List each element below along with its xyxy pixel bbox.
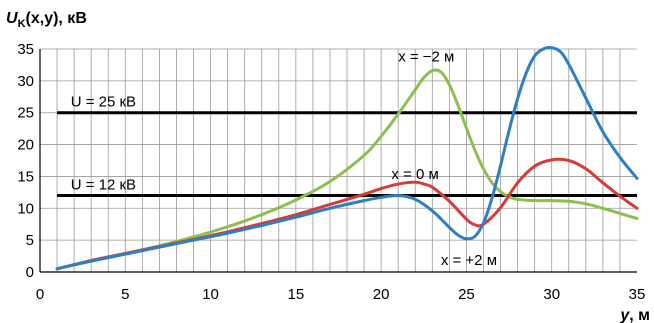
axes bbox=[39, 49, 637, 273]
reference-line-label: U = 12 кВ bbox=[71, 177, 136, 194]
x-tick-label: 5 bbox=[121, 286, 129, 303]
y-tick-label: 15 bbox=[17, 168, 34, 185]
series-label: x = +2 м bbox=[441, 252, 497, 269]
reference-line-label: U = 25 кВ bbox=[71, 94, 136, 111]
series-label: x = 0 м bbox=[391, 166, 438, 183]
y-tick-label: 10 bbox=[17, 200, 34, 217]
x-tick-label: 25 bbox=[458, 286, 475, 303]
series-lines bbox=[55, 46, 639, 271]
y-tick-label: 35 bbox=[17, 41, 34, 58]
x-tick-label: 35 bbox=[629, 286, 646, 303]
y-axis-title-var: U bbox=[6, 10, 18, 27]
y-tick-label: 30 bbox=[17, 73, 34, 90]
reference-lines bbox=[57, 111, 637, 198]
x-tick-label: 20 bbox=[373, 286, 390, 303]
series-line bbox=[55, 68, 639, 271]
x-axis-title-rest: , м bbox=[629, 307, 650, 323]
x-axis-title-var: y bbox=[619, 307, 630, 323]
y-tick-label: 0 bbox=[26, 264, 34, 281]
series-line bbox=[55, 46, 639, 271]
y-tick-label: 5 bbox=[26, 232, 34, 249]
x-tick-label: 10 bbox=[202, 286, 219, 303]
y-tick-label: 25 bbox=[17, 105, 34, 122]
x-tick-label: 15 bbox=[288, 286, 305, 303]
y-axis-title-rest: (x,y), кВ bbox=[26, 10, 87, 27]
series-label: x = −2 м bbox=[398, 49, 454, 66]
x-tick-label: 0 bbox=[36, 286, 44, 303]
annotations: U = 25 кВ U = 12 кВ x = −2 м x = 0 м x = +2 … bbox=[71, 49, 497, 269]
y-axis-title-sub: K bbox=[18, 18, 26, 30]
x-axis-title: y, м bbox=[619, 307, 650, 323]
y-axis-title: UK(x,y), кВ bbox=[6, 10, 87, 30]
y-tick-label: 20 bbox=[17, 137, 34, 154]
tick-labels: 0 5 10 15 20 25 30 35 0 5 10 15 20 25 30 35 bbox=[17, 41, 645, 303]
x-tick-label: 30 bbox=[543, 286, 560, 303]
